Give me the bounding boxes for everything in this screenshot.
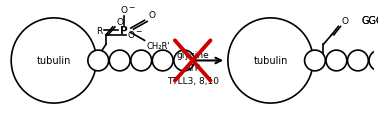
- Ellipse shape: [174, 51, 195, 71]
- Text: tubulin: tubulin: [253, 56, 288, 66]
- Text: −: −: [135, 27, 142, 35]
- Text: −: −: [129, 3, 135, 12]
- Ellipse shape: [228, 19, 313, 103]
- Ellipse shape: [88, 51, 108, 71]
- Text: O: O: [127, 31, 134, 40]
- Text: CH₂R': CH₂R': [146, 42, 170, 51]
- Text: ATP: ATP: [184, 64, 201, 73]
- Text: tubulin: tubulin: [37, 56, 71, 66]
- Text: O: O: [121, 6, 128, 14]
- Text: GGGGGG: GGGGGG: [361, 16, 378, 26]
- Ellipse shape: [11, 19, 96, 103]
- Ellipse shape: [369, 51, 378, 71]
- Ellipse shape: [305, 51, 325, 71]
- Ellipse shape: [347, 51, 368, 71]
- Text: R: R: [96, 27, 102, 35]
- Text: glycine: glycine: [176, 51, 209, 60]
- Text: TTLL3, 8,10: TTLL3, 8,10: [167, 76, 219, 85]
- Text: P: P: [120, 26, 128, 36]
- Text: O: O: [342, 17, 349, 26]
- Text: GGGGGG: GGGGGG: [361, 16, 378, 26]
- Ellipse shape: [131, 51, 152, 71]
- Ellipse shape: [152, 51, 173, 71]
- Text: O: O: [148, 11, 155, 19]
- Text: O: O: [116, 18, 123, 27]
- Ellipse shape: [326, 51, 347, 71]
- Ellipse shape: [109, 51, 130, 71]
